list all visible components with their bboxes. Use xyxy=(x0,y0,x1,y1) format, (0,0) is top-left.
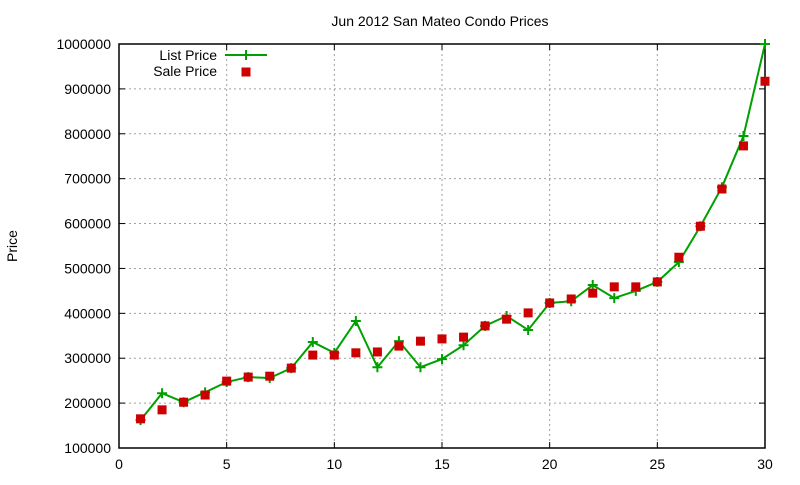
x-tick-label: 20 xyxy=(542,456,558,472)
marks xyxy=(135,39,770,426)
list-price-point xyxy=(307,337,318,348)
x-tick-label: 30 xyxy=(757,456,773,472)
sale-price-point xyxy=(545,298,555,308)
list-price-point xyxy=(415,362,426,373)
list-price-point xyxy=(157,388,168,399)
y-tick-label: 500000 xyxy=(64,260,111,276)
sale-price-point xyxy=(674,252,684,262)
sale-price-point xyxy=(308,350,318,360)
y-axis-label: Price xyxy=(4,230,20,262)
sale-price-point xyxy=(717,184,727,194)
sale-price-point xyxy=(437,334,447,344)
y-tick-label: 600000 xyxy=(64,216,111,232)
y-tick-label: 700000 xyxy=(64,171,111,187)
sale-price-point xyxy=(222,376,232,386)
sale-price-point xyxy=(695,221,705,231)
y-tick-label: 300000 xyxy=(64,350,111,366)
x-tick-label: 0 xyxy=(115,456,123,472)
sale-price-point xyxy=(157,405,167,415)
sale-price-point xyxy=(200,390,210,400)
plot-frame xyxy=(118,43,766,449)
x-tick-label: 25 xyxy=(650,456,666,472)
sale-price-point xyxy=(351,348,361,358)
y-tick-label: 200000 xyxy=(64,395,111,411)
sale-price-point xyxy=(652,277,662,287)
chart-title: Jun 2012 San Mateo Condo Prices xyxy=(331,13,548,29)
sale-price-point xyxy=(329,350,339,360)
list-price-point xyxy=(437,354,447,365)
sale-price-point xyxy=(136,414,146,424)
x-tick-label: 15 xyxy=(434,456,450,472)
sale-price-point xyxy=(631,282,641,292)
sale-price-point xyxy=(286,363,296,373)
y-tick-label: 100000 xyxy=(64,440,111,456)
sale-price-point xyxy=(394,341,404,351)
x-tick-label: 10 xyxy=(327,456,343,472)
list-price-point xyxy=(587,280,598,291)
sale-price-point xyxy=(502,314,512,324)
legend-marker-sale-price xyxy=(241,67,251,77)
axes: 0 5 10 15 20 25 30 100000 200000 300000 400000 5000… xyxy=(56,36,773,472)
list-price-point xyxy=(372,362,383,373)
sale-price-point xyxy=(566,294,576,304)
sale-price-point xyxy=(372,347,382,357)
sale-price-point xyxy=(609,282,619,292)
sale-price-point xyxy=(243,372,253,382)
sale-price-point xyxy=(523,308,533,318)
sale-price-point xyxy=(760,76,770,86)
sale-price-point xyxy=(265,371,275,381)
list-price-point xyxy=(609,293,620,304)
sale-price-point xyxy=(588,288,598,298)
y-tick-label: 800000 xyxy=(64,126,111,142)
legend-marker-list-price xyxy=(241,50,251,60)
list-price-point xyxy=(523,324,534,335)
list-price-line xyxy=(139,43,766,421)
y-tick-label: 400000 xyxy=(64,305,111,321)
list-price-point xyxy=(760,39,770,49)
list-price-point xyxy=(350,315,361,326)
sale-price-point xyxy=(459,332,469,342)
y-tick-label: 1000000 xyxy=(56,36,111,52)
sale-price-point xyxy=(480,321,490,331)
sale-price-point xyxy=(415,336,425,346)
list-price-point xyxy=(738,131,749,142)
x-tick-label: 5 xyxy=(223,456,231,472)
list-price-point xyxy=(458,340,469,351)
legend-label-list-price: List Price xyxy=(159,47,217,63)
sale-price-point xyxy=(179,397,189,407)
y-tick-label: 900000 xyxy=(64,81,111,97)
sale-price-point xyxy=(738,141,748,151)
legend-label-sale-price: Sale Price xyxy=(153,63,217,79)
